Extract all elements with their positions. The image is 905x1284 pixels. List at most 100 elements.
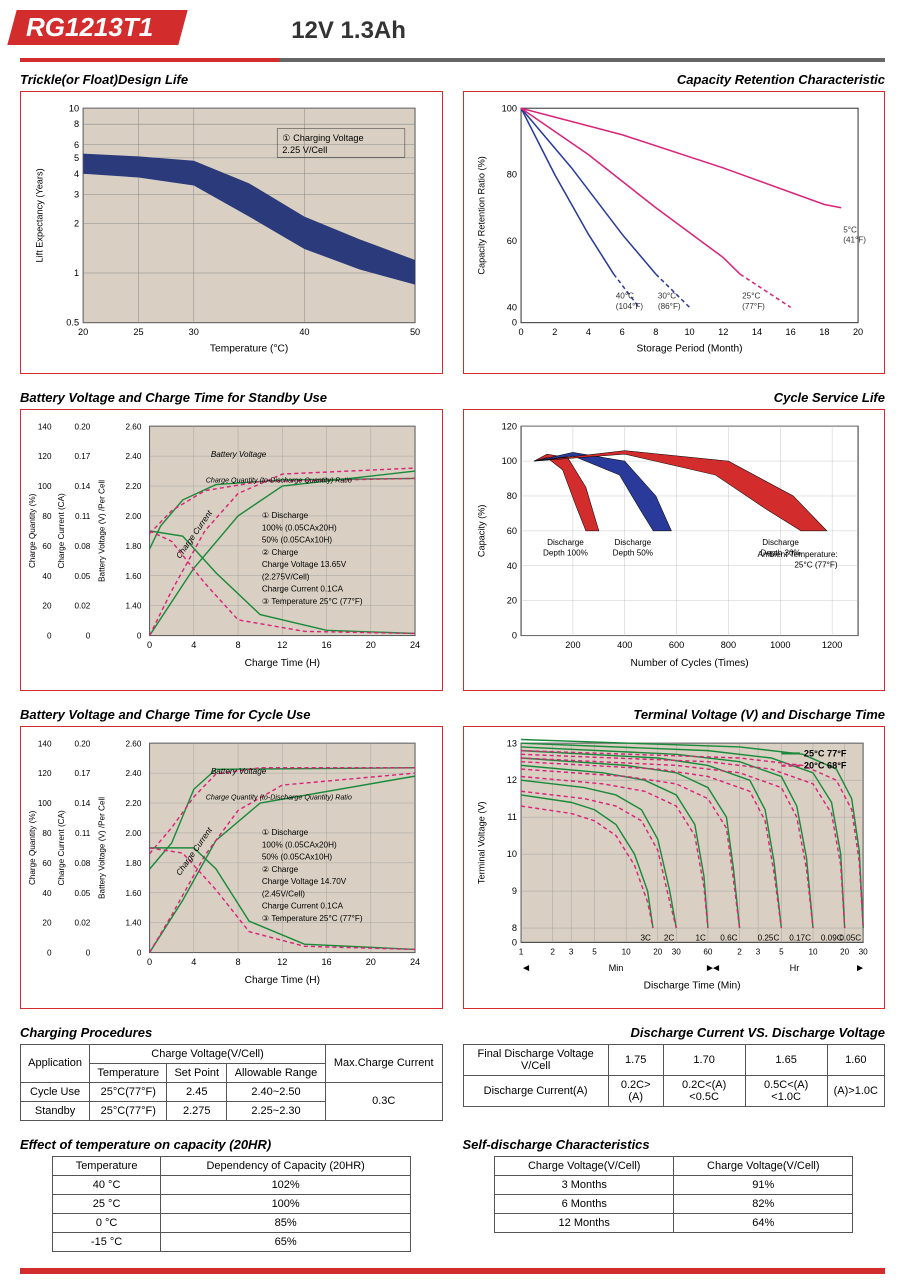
svg-text:6: 6 [619,327,624,337]
table-row: 6 Months82% [495,1194,853,1213]
terminal-chart: 891011121301235102030602351020303C2C1C0.… [470,733,879,999]
footer-rule [20,1268,885,1274]
svg-text:1.80: 1.80 [126,541,142,550]
svg-text:120: 120 [38,769,52,778]
svg-text:1.40: 1.40 [126,601,142,610]
svg-text:1000: 1000 [770,639,790,649]
svg-text:12: 12 [277,639,287,649]
tempcap-title: Effect of temperature on capacity (20HR) [20,1137,443,1152]
svg-text:0: 0 [137,631,142,640]
table-row: 25 °C100% [52,1194,410,1213]
th-app: Application [21,1044,90,1082]
th-sp: Set Point [167,1063,227,1082]
svg-text:60: 60 [42,541,52,550]
svg-text:0.05: 0.05 [74,571,90,580]
svg-text:0.20: 0.20 [74,739,90,748]
svg-text:120: 120 [38,452,52,461]
svg-text:③ Temperature 25°C (77°F): ③ Temperature 25°C (77°F) [262,596,363,605]
svg-text:80: 80 [42,512,52,521]
header: RG1213T1 12V 1.3Ah [20,10,885,45]
svg-text:10: 10 [506,849,516,859]
svg-text:40: 40 [506,560,516,570]
svg-text:3: 3 [755,948,760,957]
svg-text:10: 10 [621,948,631,957]
svg-text:12: 12 [506,775,516,785]
svg-text:12: 12 [718,327,728,337]
svg-text:16: 16 [321,957,331,967]
standby-title: Battery Voltage and Charge Time for Stan… [20,390,443,405]
cyclelife-panel: Cycle Service Life 020406080100120200400… [463,390,886,692]
svg-text:80: 80 [506,170,516,180]
svg-text:Discharge Time (Min): Discharge Time (Min) [643,980,740,991]
th-cv: Charge Voltage(V/Cell) [90,1044,326,1063]
svg-text:60: 60 [703,948,713,957]
svg-text:100: 100 [38,482,52,491]
svg-text:8: 8 [653,327,658,337]
svg-text:2.60: 2.60 [126,739,142,748]
svg-text:Ambient Temperature:: Ambient Temperature: [757,550,837,559]
svg-text:Battery Voltage: Battery Voltage [211,449,267,458]
svg-text:8: 8 [74,119,79,129]
selfdis-table-panel: Self-discharge Characteristics Charge Vo… [463,1137,886,1252]
svg-text:25°C: 25°C [742,292,760,301]
svg-text:5°C: 5°C [843,225,857,234]
svg-text:11: 11 [507,812,517,822]
svg-text:2.25 V/Cell: 2.25 V/Cell [282,145,327,155]
table-row: Cycle Use 25°C(77°F) 2.45 2.40~2.50 0.3C [21,1082,443,1101]
svg-text:60: 60 [42,859,52,868]
svg-text:13: 13 [506,738,516,748]
svg-text:20: 20 [366,957,376,967]
charging-title: Charging Procedures [20,1025,443,1040]
svg-text:24: 24 [410,957,420,967]
svg-text:3: 3 [568,948,573,957]
svg-text:① Charging Voltage: ① Charging Voltage [282,133,363,143]
svg-text:0.05: 0.05 [74,889,90,898]
svg-text:Charge Time (H): Charge Time (H) [245,975,320,986]
svg-text:1C: 1C [695,933,706,942]
retention-panel: Capacity Retention Characteristic 024681… [463,72,886,374]
svg-text:100: 100 [501,456,516,466]
table-row: 40 °C102% [52,1175,410,1194]
svg-text:Capacity (%): Capacity (%) [476,504,486,557]
svg-text:Discharge: Discharge [762,538,799,547]
svg-text:5: 5 [779,948,784,957]
svg-text:0.17C: 0.17C [789,933,811,942]
svg-text:2: 2 [550,948,555,957]
svg-text:Terminal Voltage (V): Terminal Voltage (V) [476,801,486,884]
svg-text:1.40: 1.40 [126,919,142,928]
svg-text:►: ► [855,963,865,974]
svg-text:2.00: 2.00 [126,512,142,521]
svg-text:0.11: 0.11 [75,512,91,521]
trickle-panel: Trickle(or Float)Design Life 0.512345681… [20,72,443,374]
svg-text:200: 200 [565,639,580,649]
svg-text:② Charge: ② Charge [262,865,299,874]
svg-text:6: 6 [74,140,79,150]
svg-text:20: 20 [506,595,516,605]
trickle-title: Trickle(or Float)Design Life [20,72,443,87]
svg-text:10: 10 [808,948,818,957]
model-badge: RG1213T1 [7,10,188,45]
svg-text:4: 4 [74,169,79,179]
svg-text:100% (0.05CAx20H): 100% (0.05CAx20H) [262,523,337,532]
svg-text:20: 20 [78,327,88,337]
dischargev-title: Discharge Current VS. Discharge Voltage [463,1025,886,1040]
svg-text:100: 100 [38,799,52,808]
header-spec: 12V 1.3Ah [291,17,406,45]
svg-text:100% (0.05CAx20H): 100% (0.05CAx20H) [262,840,337,849]
cycleuse-chart: 02040608010012014000.020.050.080.110.140… [27,733,436,999]
svg-text:50% (0.05CAx10H): 50% (0.05CAx10H) [262,535,333,544]
svg-text:0: 0 [511,630,516,640]
svg-text:0: 0 [86,631,91,640]
svg-text:① Discharge: ① Discharge [262,511,309,520]
svg-text:0.17: 0.17 [74,769,90,778]
svg-text:(2.275V/Cell): (2.275V/Cell) [262,572,310,581]
svg-text:20°C 68°F: 20°C 68°F [803,761,846,771]
svg-text:40: 40 [299,327,309,337]
svg-text:14: 14 [751,327,761,337]
svg-text:0: 0 [511,937,516,947]
svg-text:8: 8 [235,639,240,649]
svg-text:4: 4 [191,957,196,967]
svg-text:4: 4 [191,639,196,649]
cyclelife-title: Cycle Service Life [463,390,886,405]
retention-chart: 02468101214161820040608010040°C(104°F)30… [470,98,879,364]
